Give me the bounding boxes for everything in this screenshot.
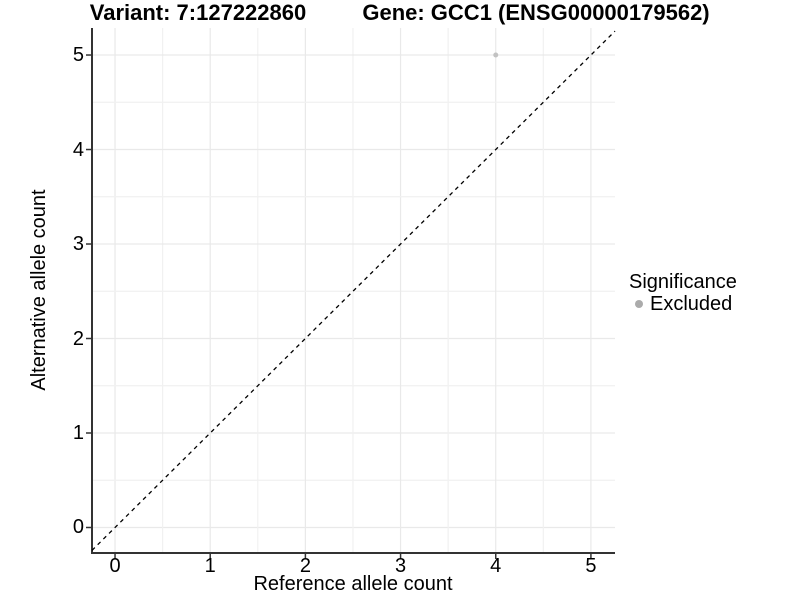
y-tick-label: 3: [72, 233, 84, 255]
legend-entry-label: Excluded: [650, 293, 733, 315]
x-tick-label: 4: [490, 555, 502, 577]
identity-line: [91, 30, 616, 551]
y-tick-label: 0: [72, 516, 84, 539]
legend-entries: Excluded: [629, 293, 737, 315]
x-axis-title: Reference allele count: [253, 573, 453, 595]
legend-point-icon: [635, 300, 643, 308]
x-tick-label: 1: [204, 555, 216, 577]
y-axis-title: Alternative allele count: [28, 189, 50, 391]
x-tick-label: 3: [395, 555, 407, 577]
legend: Significance Excluded: [629, 271, 737, 315]
y-tick-label: 5: [72, 44, 84, 67]
y-tick-label: 1: [72, 421, 84, 444]
legend-entry: Excluded: [629, 293, 737, 315]
x-tick-label: 5: [585, 555, 597, 577]
y-tick-label: 4: [72, 138, 84, 161]
x-tick-label: 2: [299, 555, 311, 577]
y-tick-label: 2: [72, 327, 84, 350]
plot-title-variant: Variant: 7:127222860: [89, 0, 307, 25]
legend-title: Significance: [629, 271, 737, 293]
x-tick-label: 0: [109, 555, 121, 577]
plot-title-gene: Gene: GCC1 (ENSG00000179562): [362, 0, 710, 25]
data-point: [493, 52, 499, 58]
